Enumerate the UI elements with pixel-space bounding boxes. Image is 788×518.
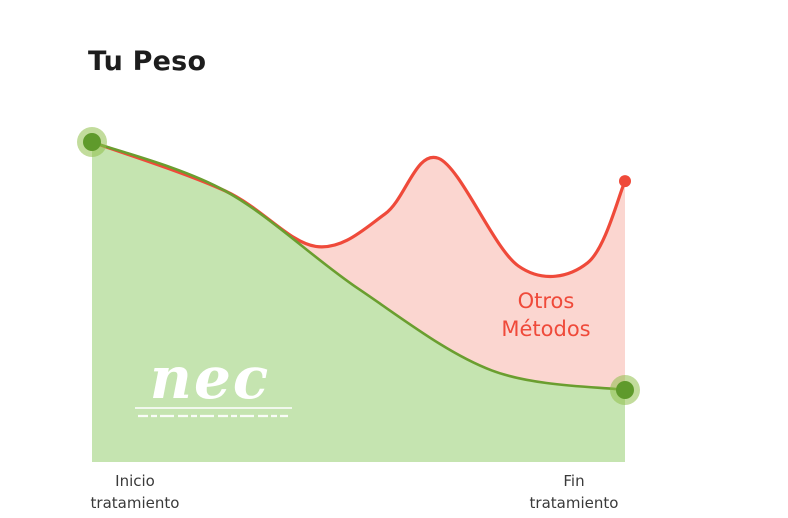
annotation-otros-metodos: Otros Métodos: [501, 289, 590, 341]
end-point-marker-otros: [619, 175, 631, 188]
series-layer: [90, 140, 627, 462]
annotation-layer: Otros Métodos: [501, 289, 590, 341]
x-tick-label-start: Inicio tratamiento: [90, 472, 180, 512]
x-tick-label-end: Fin tratamiento: [529, 472, 619, 512]
nec-logo: nec: [135, 344, 292, 418]
line-nec: [90, 140, 627, 392]
marker-layer: [77, 127, 640, 405]
nec-logo-text: nec: [150, 344, 270, 412]
end-point-marker-nec: [610, 375, 640, 405]
area-nec: [92, 142, 625, 462]
chart-title: Tu Peso: [88, 46, 207, 77]
start-point-marker: [77, 127, 107, 157]
